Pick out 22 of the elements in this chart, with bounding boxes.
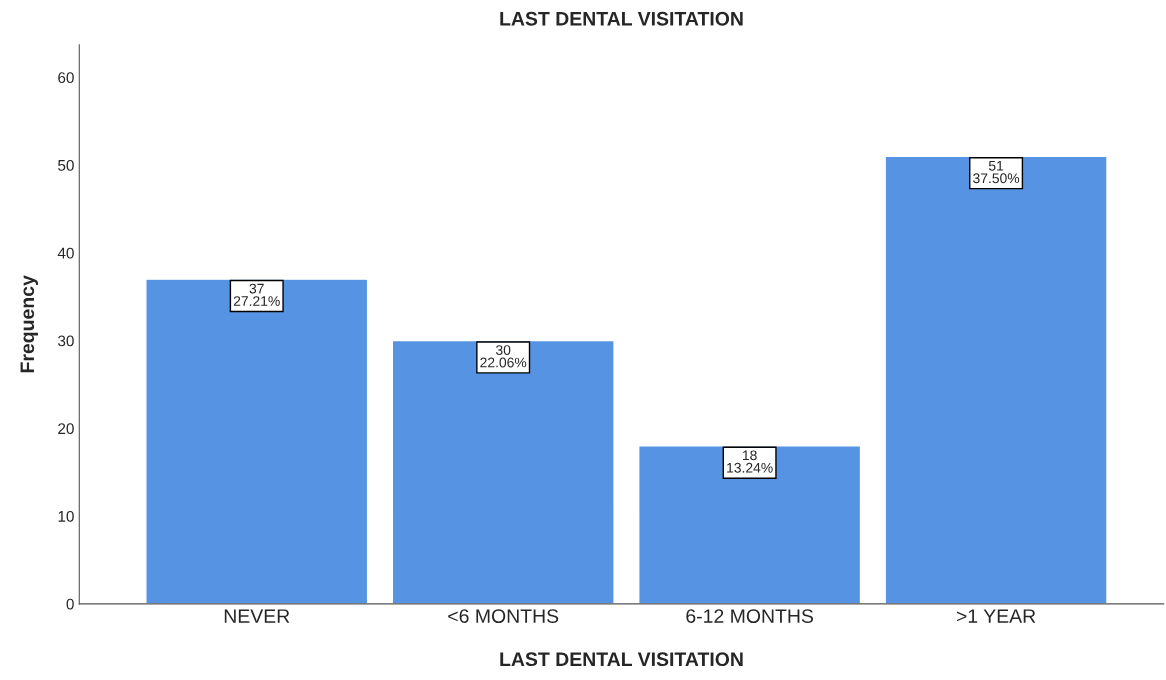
bar — [145, 278, 369, 604]
y-tick-label: 20 — [58, 423, 74, 435]
bar — [391, 339, 615, 604]
data-label: 18 13.24% — [727, 450, 773, 473]
x-tick-label: <6 MONTHS — [448, 609, 559, 623]
y-axis-title: Frequency — [20, 275, 38, 373]
x-tick-label: >1 YEAR — [956, 609, 1036, 623]
y-tick-label: 0 — [66, 598, 74, 610]
bar — [884, 155, 1108, 604]
y-tick-label: 30 — [58, 335, 74, 347]
x-tick-label: NEVER — [224, 609, 290, 623]
chart-title: LAST DENTAL VISITATION — [500, 11, 743, 26]
x-axis-title: LAST DENTAL VISITATION — [500, 652, 743, 667]
data-label: 30 22.06% — [480, 345, 527, 368]
y-tick-label: 60 — [58, 72, 74, 84]
x-tick-label: 6-12 MONTHS — [686, 609, 814, 623]
bar — [638, 445, 862, 604]
y-tick-label: 50 — [58, 159, 74, 171]
y-tick-label: 10 — [58, 510, 74, 522]
data-label: 37 27.21% — [233, 283, 280, 306]
data-label: 51 37.50% — [973, 161, 1020, 184]
y-tick-label: 40 — [57, 247, 74, 259]
